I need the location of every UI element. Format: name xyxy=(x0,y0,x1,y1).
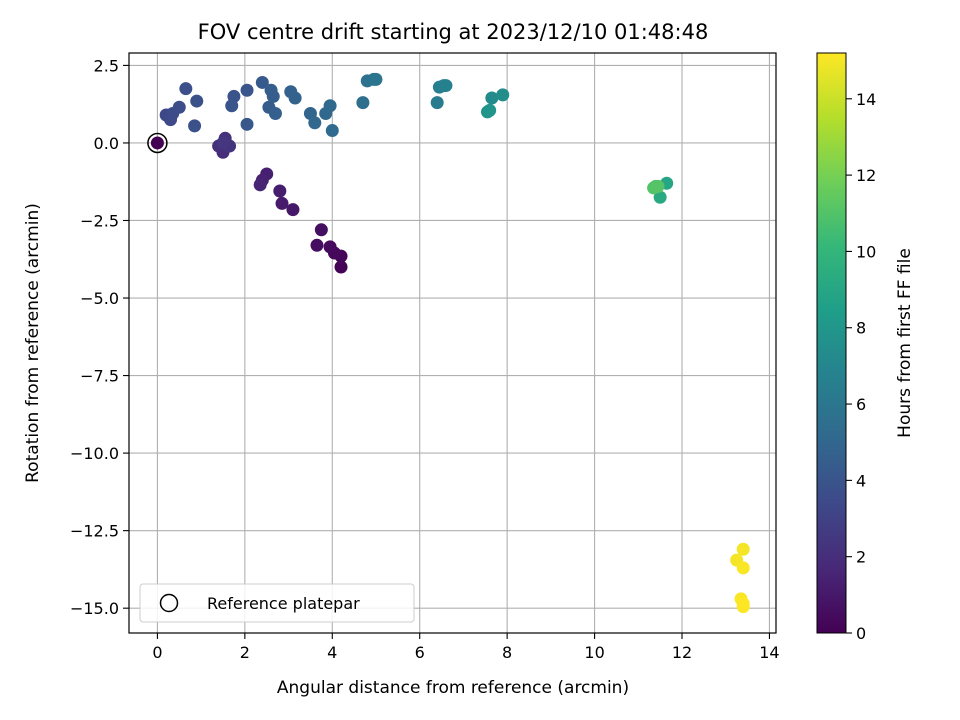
data-point xyxy=(356,96,370,110)
y-tick-label: 0.0 xyxy=(94,134,119,153)
x-tick-label: 0 xyxy=(152,643,162,662)
data-point xyxy=(275,196,289,210)
y-tick-label: −15.0 xyxy=(70,599,119,618)
colorbar-tick-label: 6 xyxy=(856,395,866,414)
colorbar-tick-label: 2 xyxy=(856,548,866,567)
legend-box xyxy=(139,583,415,623)
data-point xyxy=(485,91,499,105)
data-point xyxy=(266,89,280,103)
x-tick-label: 14 xyxy=(759,643,779,662)
data-point xyxy=(430,96,444,110)
y-tick-label: −2.5 xyxy=(80,211,119,230)
data-point xyxy=(496,88,510,102)
data-point xyxy=(736,542,750,556)
data-point xyxy=(369,72,383,86)
data-point xyxy=(240,83,254,97)
grid-lines xyxy=(129,53,776,633)
data-point xyxy=(216,136,230,150)
data-point xyxy=(325,124,339,138)
colorbar-tick-label: 0 xyxy=(856,624,866,643)
data-point xyxy=(323,240,337,254)
x-tick-label: 4 xyxy=(327,643,337,662)
y-axis-ticks: 2.5 0.0 −2.5 −5.0 −7.5 −10.0 −12.5 −15.0 xyxy=(70,56,129,618)
data-point xyxy=(308,116,322,130)
data-point xyxy=(273,184,287,198)
x-tick-label: 6 xyxy=(415,643,425,662)
colorbar-label: Hours from first FF file xyxy=(895,248,915,438)
data-point xyxy=(314,223,328,237)
data-point xyxy=(736,600,750,614)
data-point xyxy=(150,136,164,150)
data-point xyxy=(483,103,497,117)
data-point xyxy=(651,179,665,193)
data-point xyxy=(288,91,302,105)
data-point xyxy=(310,238,324,252)
data-point xyxy=(188,119,202,133)
colorbar-tick-label: 14 xyxy=(856,90,876,109)
colorbar-tick-label: 12 xyxy=(856,166,876,185)
reference-marker xyxy=(147,132,168,154)
data-point xyxy=(253,178,267,192)
x-axis-label: Angular distance from reference (arcmin) xyxy=(277,678,629,698)
data-point xyxy=(286,203,300,217)
x-axis-ticks: 0 2 4 6 8 10 12 14 xyxy=(152,633,780,662)
plot-frame xyxy=(128,52,777,634)
data-point xyxy=(225,99,239,113)
data-point xyxy=(736,561,750,575)
colorbar-tick-label: 4 xyxy=(856,471,866,490)
y-tick-label: −12.5 xyxy=(70,522,119,541)
data-point xyxy=(439,79,453,93)
y-axis-label: Rotation from reference (arcmin) xyxy=(23,203,43,483)
data-point xyxy=(179,82,193,96)
data-point xyxy=(653,190,667,204)
y-tick-label: −5.0 xyxy=(80,289,119,308)
colorbar-tick-label: 8 xyxy=(856,319,866,338)
colorbar-tick-label: 10 xyxy=(856,242,876,261)
x-tick-label: 10 xyxy=(584,643,604,662)
legend-label: Reference platepar xyxy=(207,594,360,613)
y-tick-label: −7.5 xyxy=(80,367,119,386)
x-tick-label: 2 xyxy=(240,643,250,662)
legend-marker-icon xyxy=(159,593,179,613)
data-point xyxy=(268,106,282,120)
legend: Reference platepar xyxy=(139,583,415,623)
data-point xyxy=(190,94,204,108)
y-tick-label: 2.5 xyxy=(94,56,119,75)
y-tick-label: −10.0 xyxy=(70,444,119,463)
colorbar: 0 2 4 6 8 10 12 14 Hours from first FF file xyxy=(816,52,915,643)
colorbar-gradient xyxy=(816,52,847,634)
data-point xyxy=(240,117,254,131)
data-point xyxy=(255,75,269,89)
data-point xyxy=(323,99,337,113)
x-tick-label: 12 xyxy=(672,643,692,662)
data-point xyxy=(172,100,186,114)
data-point xyxy=(334,260,348,274)
x-tick-label: 8 xyxy=(502,643,512,662)
data-points xyxy=(150,72,750,614)
chart-title: FOV centre drift starting at 2023/12/10 … xyxy=(198,20,709,44)
reference-platepar-marker xyxy=(147,132,168,154)
colorbar-ticks: 0 2 4 6 8 10 12 14 xyxy=(846,90,876,643)
